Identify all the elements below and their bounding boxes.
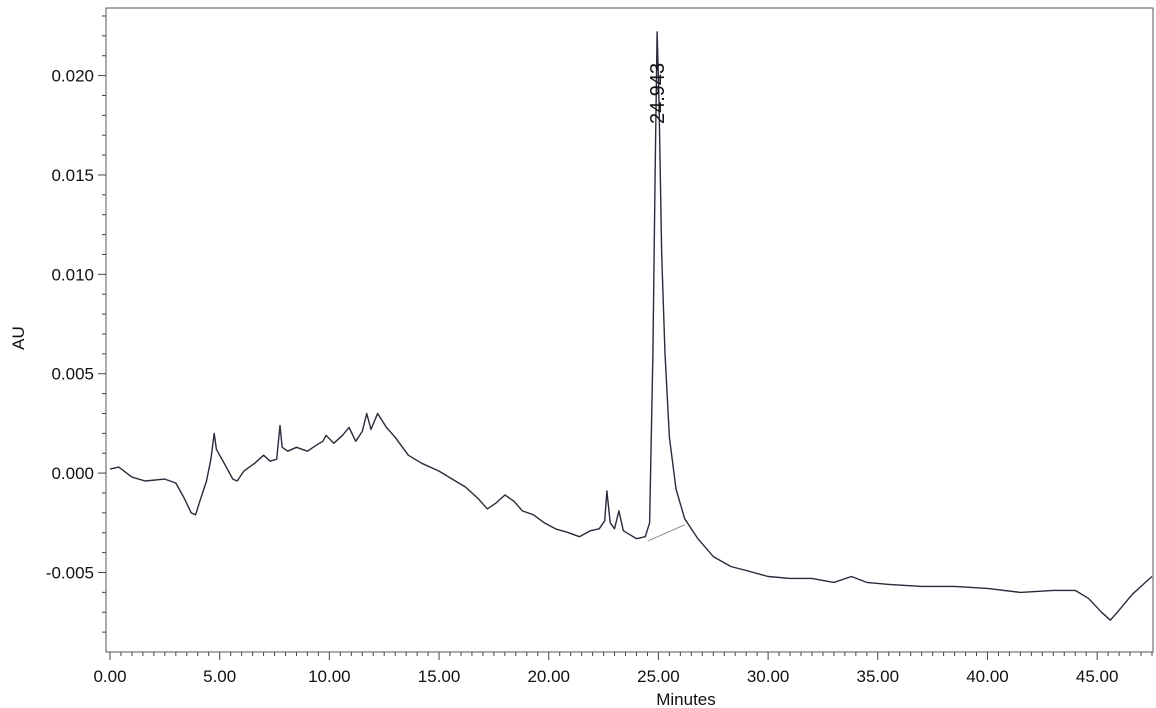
peak-retention-label: 24.943 — [647, 63, 669, 124]
x-axis-title: Minutes — [656, 690, 716, 708]
annotation-layer: 24.943 — [647, 63, 669, 124]
y-axis-ticks: -0.005 0.000 0.005 0.010 0.015 0.020 — [46, 15, 106, 633]
peak-baseline — [648, 524, 685, 542]
y-tick-label: 0.005 — [51, 365, 94, 384]
x-axis-ticks: 0.00 5.00 10.00 15.00 20.00 25.00 30.00 35.00 40… — [93, 652, 1153, 686]
plot-frame — [105, 7, 1154, 653]
x-tick-label: 30.00 — [747, 667, 790, 686]
y-tick-label: 0.020 — [51, 67, 94, 86]
x-tick-label: 25.00 — [637, 667, 680, 686]
y-tick-label: 0.000 — [51, 464, 94, 483]
y-tick-label: 0.010 — [51, 265, 94, 284]
x-tick-label: 35.00 — [857, 667, 900, 686]
y-axis-title: AU — [9, 326, 28, 350]
y-tick-label: -0.005 — [46, 563, 94, 582]
x-tick-label: 15.00 — [418, 667, 461, 686]
x-tick-label: 0.00 — [93, 667, 126, 686]
x-tick-label: 10.00 — [308, 667, 351, 686]
chromatogram-trace — [109, 31, 1153, 621]
x-tick-label: 45.00 — [1076, 667, 1119, 686]
x-tick-label: 40.00 — [966, 667, 1009, 686]
x-tick-label: 20.00 — [527, 667, 570, 686]
series-layer — [109, 31, 1153, 621]
y-tick-label: 0.015 — [51, 166, 94, 185]
x-tick-label: 5.00 — [203, 667, 236, 686]
